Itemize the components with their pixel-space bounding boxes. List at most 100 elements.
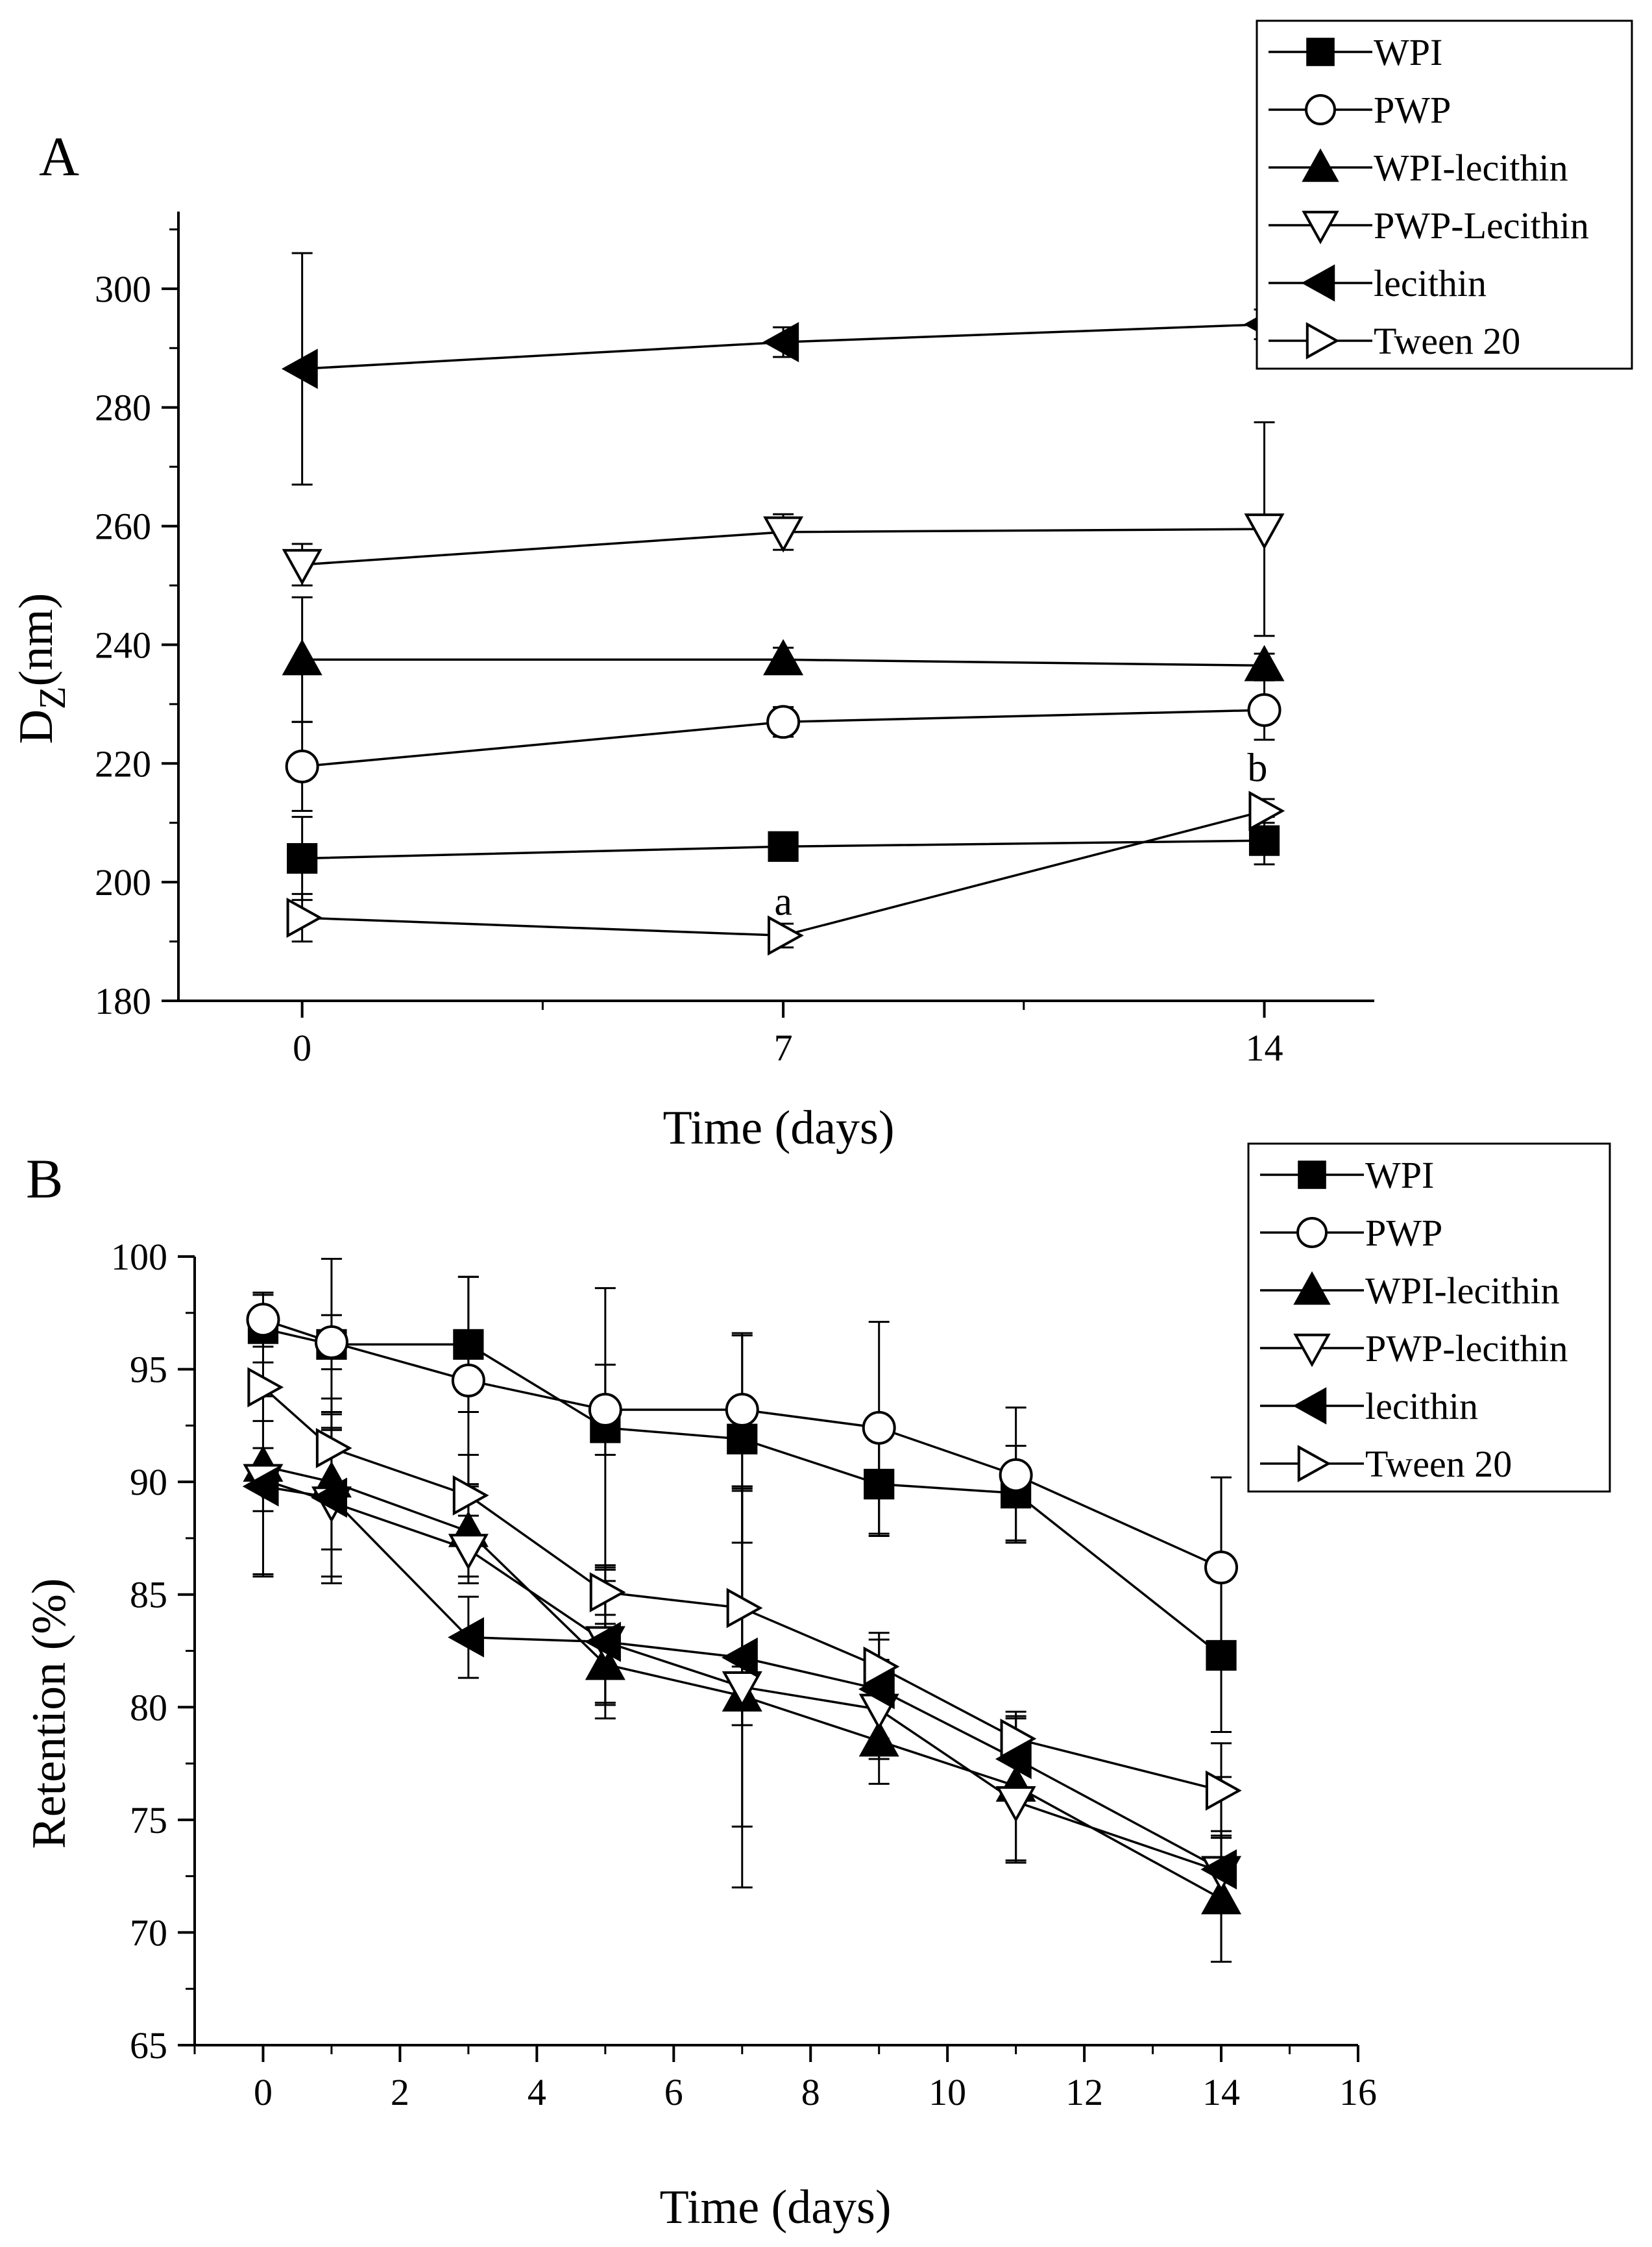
panel-b-series-line-lecithin	[263, 1485, 1222, 1871]
data-point	[858, 1720, 899, 1757]
legend-label: PWP-Lecithin	[1374, 204, 1589, 247]
data-point	[1247, 693, 1282, 727]
panel-b-series-line-pwp	[262, 1318, 1222, 1569]
data-point	[995, 1786, 1036, 1823]
data-point	[1200, 1849, 1237, 1890]
legend-label: PWP-lecithin	[1365, 1327, 1568, 1369]
data-point	[726, 1588, 763, 1628]
legend-marker	[1293, 1271, 1331, 1305]
legend-label: WPI-lecithin	[1374, 147, 1568, 189]
panel-a-x-tick-label: 0	[293, 1027, 311, 1069]
data-point	[588, 1393, 622, 1427]
panel-b-legend-item-wpi: WPI	[1260, 1154, 1434, 1196]
data-point	[286, 898, 323, 938]
panel-b-series-line-tween-20	[262, 1386, 1222, 1792]
data-point	[287, 842, 318, 874]
legend-marker	[1293, 1333, 1331, 1368]
panel-a-y-tick-label: 300	[95, 268, 151, 310]
panel-b-legend-item-lecithin: lecithin	[1260, 1385, 1478, 1427]
data-point	[763, 516, 804, 553]
panel-b-legend-item-tween-20: Tween 20	[1260, 1443, 1512, 1485]
panel-b-series-line-pwp-lecithin	[262, 1479, 1222, 1873]
panel-a-legend-item-pwp-lecithin: PWP-Lecithin	[1269, 204, 1589, 247]
legend-marker	[1293, 1387, 1327, 1425]
data-point	[858, 1669, 895, 1710]
data-point	[589, 1572, 626, 1613]
data-point	[282, 639, 322, 676]
panel-b-series-line-wpi-lecithin	[263, 1465, 1222, 1900]
panel-a-x-axis-label: Time (days)	[663, 1101, 895, 1155]
data-point	[451, 1363, 485, 1397]
panel-a-legend-box	[1256, 19, 1633, 370]
legend-label: lecithin	[1374, 262, 1487, 304]
panel-a-x-tick-label: 14	[1246, 1027, 1283, 1069]
panel-b-x-tick-label: 8	[801, 2071, 820, 2113]
panel-b-y-axis-label: Retention (%)	[23, 1578, 76, 1848]
data-point	[864, 1469, 895, 1500]
panel-b-y-tick-label: 65	[130, 2024, 167, 2067]
legend-label: Tween 20	[1365, 1443, 1512, 1485]
data-point	[448, 1617, 484, 1658]
panel-b-y-tick-label: 85	[130, 1574, 167, 1616]
panel-a-markers-pwp	[285, 693, 1282, 783]
data-point	[285, 749, 319, 783]
data-point	[999, 1458, 1033, 1492]
data-point	[722, 1671, 762, 1708]
panel-a-markers-wpi-lecithin	[282, 639, 1285, 681]
data-point	[282, 548, 322, 585]
panel-a-legend-item-tween-20: Tween 20	[1269, 320, 1520, 362]
panel-b-legend-item-wpi-lecithin: WPI-lecithin	[1260, 1270, 1560, 1312]
legend-label: WPI	[1365, 1154, 1434, 1196]
data-point	[453, 1329, 484, 1360]
panel-b-plot-area: 65 70 75 80 85 90 95 100 0 2 4 6 8 10 12 14 16	[111, 1236, 1377, 2113]
data-point	[768, 831, 799, 862]
panel-b-markers-pwp	[246, 1303, 1239, 1585]
panel-a-legend: WPI PWP WPI-lecithin PWP-Lecithin lecithin Tw…	[1256, 19, 1633, 370]
panel-a-label: A	[39, 125, 79, 188]
panel-b-x-tick-label: 4	[528, 2071, 546, 2113]
legend-label: lecithin	[1365, 1385, 1478, 1427]
panel-a-markers-wpi	[287, 825, 1280, 874]
panel-a-x-tick-label: 7	[774, 1027, 793, 1069]
panel-b-y-tick-label: 70	[130, 1911, 167, 1954]
panel-b-legend-item-pwp: PWP	[1260, 1212, 1442, 1254]
data-point	[1248, 825, 1280, 856]
data-point	[766, 705, 801, 739]
data-point	[1206, 1639, 1237, 1671]
data-point	[585, 1643, 626, 1680]
data-point	[762, 322, 799, 363]
legend-marker	[1302, 210, 1339, 245]
panel-a-y-tick-label: 180	[95, 980, 151, 1022]
chart-panel-a: A 180 200 220 240 260 280 300 0 7 14 a b Time (days…	[10, 19, 1633, 1155]
panel-b-legend-item-pwp-lecithin: PWP-lecithin	[1260, 1327, 1568, 1369]
panel-a-y-tick-label: 260	[95, 506, 151, 548]
legend-marker	[1302, 148, 1339, 182]
panel-b-x-axis-label: Time (days)	[660, 2181, 892, 2234]
panel-b-y-tick-label: 80	[130, 1686, 167, 1728]
panel-b-x-tick-label: 10	[929, 2071, 966, 2113]
data-point	[452, 1475, 489, 1516]
panel-b-x-tick-label: 14	[1202, 2071, 1240, 2113]
data-point	[1248, 791, 1285, 831]
data-point	[768, 915, 804, 956]
panel-a-legend-item-wpi-lecithin: WPI-lecithin	[1269, 147, 1568, 189]
panel-a-annotation: a	[774, 879, 792, 924]
data-point	[247, 1367, 284, 1408]
panel-b-series-line-wpi	[263, 1327, 1222, 1656]
panel-a-y-tick-label: 220	[95, 743, 151, 785]
legend-marker	[1301, 264, 1335, 302]
legend-marker	[1297, 1445, 1331, 1482]
data-point	[246, 1303, 280, 1337]
legend-marker	[1306, 322, 1340, 360]
data-point	[727, 1423, 758, 1455]
panel-a-y-tick-label: 200	[95, 861, 151, 903]
panel-b-x-tick-label: 0	[254, 2071, 273, 2113]
data-point	[1244, 645, 1285, 681]
panel-a-markers-pwp-lecithin	[282, 513, 1285, 585]
legend-marker	[1306, 38, 1335, 66]
legend-label: PWP	[1365, 1212, 1442, 1254]
panel-b-y-tick-label: 75	[130, 1799, 167, 1841]
panel-b-legend: WPI PWP WPI-lecithin PWP-lecithin lecithin Tw…	[1247, 1142, 1611, 1493]
